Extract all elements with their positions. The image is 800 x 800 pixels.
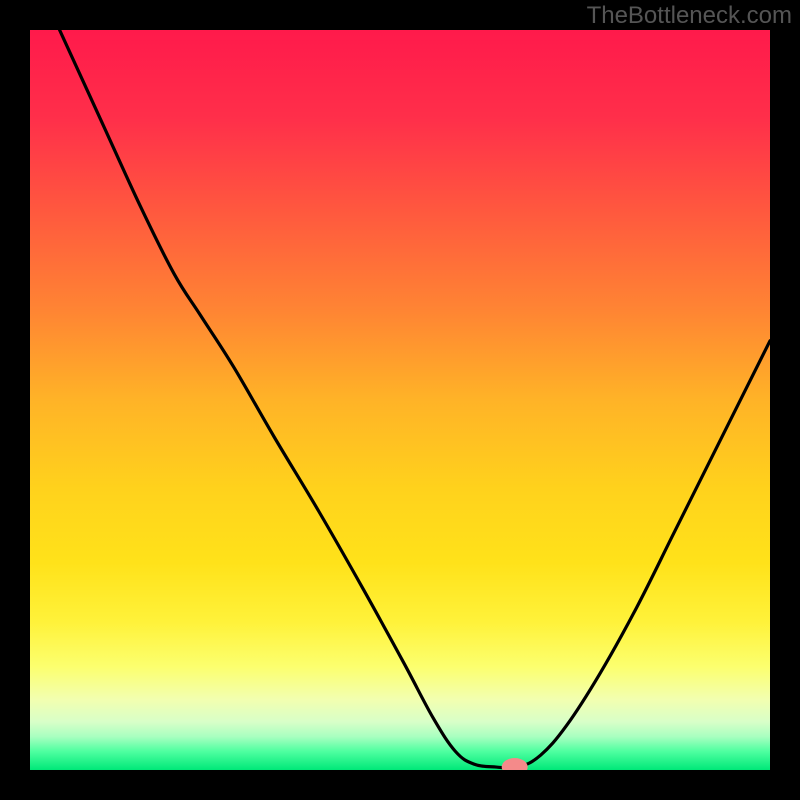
chart-container: TheBottleneck.com	[0, 0, 800, 800]
bottleneck-chart	[0, 0, 800, 800]
watermark-text: TheBottleneck.com	[587, 2, 792, 30]
